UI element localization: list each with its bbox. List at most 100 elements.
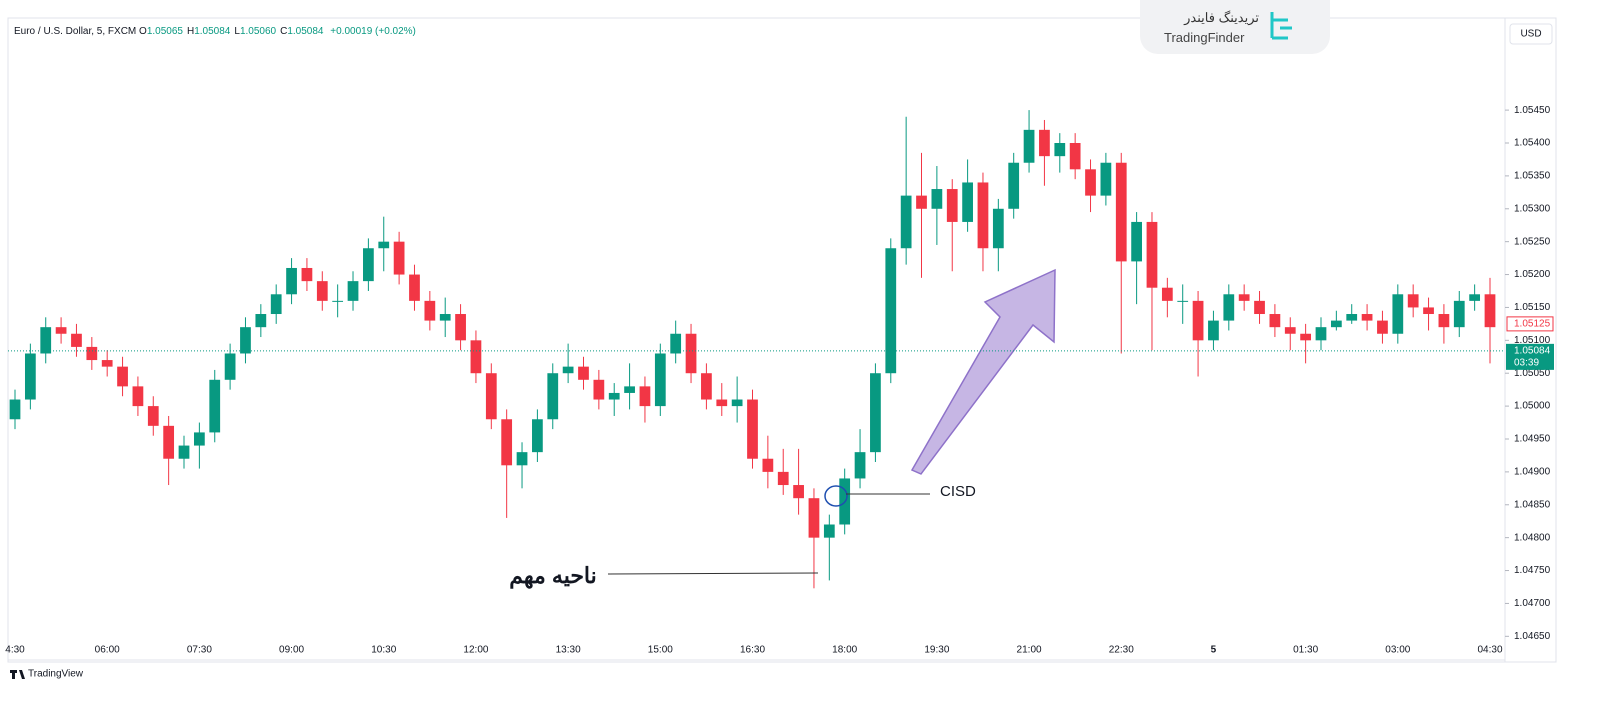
body (1361, 314, 1373, 321)
header: Euro / U.S. Dollar, 5, FXCM O1.05065 H1.0… (14, 26, 420, 37)
body (562, 366, 574, 374)
body (1146, 221, 1158, 288)
body (255, 314, 267, 328)
x-tick-label: 5 (1211, 645, 1217, 656)
body (1208, 320, 1219, 341)
x-tick-label: 01:30 (1293, 645, 1318, 656)
x-tick-label: 16:30 (740, 645, 765, 656)
body (777, 471, 789, 486)
body (347, 281, 359, 301)
ohlc: O1.05065 H1.05084 L1.05060 C1.05084 (139, 26, 327, 37)
y-tick-label: 1.04850 (1514, 499, 1551, 510)
body (332, 300, 344, 302)
zone-line (607, 572, 819, 575)
body (1161, 287, 1173, 301)
body (270, 294, 282, 315)
body (1392, 294, 1404, 334)
body (439, 314, 451, 321)
body (639, 386, 651, 407)
body (593, 379, 605, 400)
x-tick-label: 10:30 (371, 645, 396, 656)
marker-box (1506, 316, 1554, 332)
body (1254, 300, 1265, 315)
currency[interactable]: USD (1520, 29, 1541, 40)
tv-logo (10, 670, 25, 679)
y-tick-label: 1.05150 (1514, 302, 1551, 313)
body (1100, 162, 1112, 196)
y-tick-label: 1.05050 (1514, 368, 1551, 379)
body (931, 189, 943, 209)
body (608, 392, 620, 400)
body (1054, 143, 1066, 157)
body (793, 485, 804, 499)
body (1469, 294, 1481, 301)
body (147, 406, 159, 426)
y-tick-label: 1.04950 (1514, 434, 1551, 445)
body (1085, 169, 1096, 196)
y-tick-label: 1.04900 (1514, 467, 1551, 478)
body (977, 182, 989, 249)
y-tick-label: 1.05200 (1514, 269, 1551, 280)
body (762, 458, 774, 472)
body (1131, 221, 1142, 262)
ohlc-value: 1.05065 (146, 26, 183, 37)
body (1269, 314, 1281, 328)
body (86, 346, 98, 361)
y-tick-label: 1.05250 (1514, 236, 1551, 247)
body (485, 373, 497, 420)
logo-fa: تریدینگ فایندر (1184, 10, 1259, 25)
x-tick-label: 12:00 (463, 645, 488, 656)
body (9, 399, 21, 420)
body (224, 353, 236, 380)
body (578, 366, 589, 380)
x-tick-label: 4:30 (5, 645, 25, 656)
body (1346, 314, 1358, 321)
y-tick-label: 1.04700 (1514, 598, 1551, 609)
body (470, 340, 482, 374)
body (1115, 162, 1127, 262)
footer-brand: TradingView (28, 669, 84, 680)
body (163, 425, 175, 459)
body (193, 432, 205, 446)
body (1177, 300, 1189, 302)
cisd-circle (824, 485, 848, 507)
body (455, 314, 466, 341)
body (747, 399, 758, 459)
frame (7, 17, 1557, 663)
body (1192, 300, 1204, 341)
arrow (910, 268, 1056, 475)
body (286, 267, 297, 295)
body (854, 452, 866, 479)
y-tick-label: 1.05350 (1514, 171, 1551, 182)
body (1407, 294, 1419, 308)
y-tick-label: 1.05400 (1514, 138, 1551, 149)
ohlc-key: C (280, 26, 288, 37)
body (40, 327, 52, 354)
marker-label: 1.05125 (1514, 319, 1551, 330)
logo: تریدینگ فایندر TradingFinder (1140, 0, 1330, 54)
currency-button[interactable] (1509, 23, 1553, 45)
x-tick-label: 04:30 (1477, 645, 1502, 656)
last-price-box (1506, 343, 1554, 370)
body (516, 452, 528, 466)
x-tick-label: 06:00 (95, 645, 120, 656)
body (301, 267, 313, 282)
ohlc-value: 1.05060 (239, 26, 277, 37)
body (1238, 294, 1250, 301)
ohlc-key: L (234, 26, 240, 37)
body (670, 333, 682, 354)
body (1069, 143, 1081, 170)
body (870, 373, 881, 453)
body (1377, 320, 1388, 334)
body (1008, 162, 1020, 209)
body (316, 281, 328, 301)
body (240, 327, 251, 354)
body (685, 333, 697, 374)
x-tick-label: 07:30 (187, 645, 212, 656)
body (178, 445, 190, 459)
body (962, 182, 973, 222)
body (547, 373, 559, 420)
y-tick-label: 1.05000 (1514, 401, 1551, 412)
x-tick-label: 09:00 (279, 645, 304, 656)
